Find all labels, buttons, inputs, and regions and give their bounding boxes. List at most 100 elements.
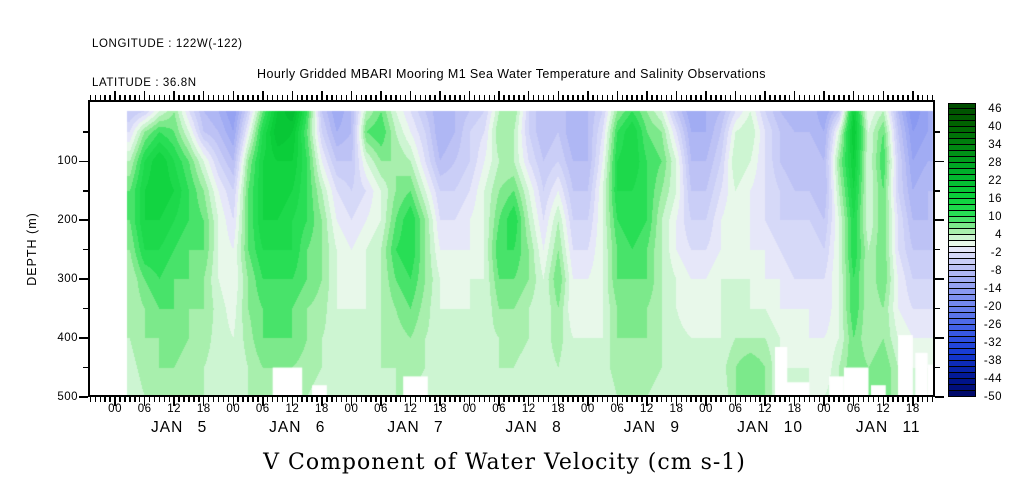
x-tick-bottom — [680, 397, 683, 402]
x-tick-top — [99, 95, 102, 100]
x-tick-bottom — [463, 397, 466, 402]
x-tick-top — [271, 95, 274, 100]
x-tick-bottom — [862, 397, 865, 402]
x-tick-bottom — [877, 397, 880, 402]
x-tick-bottom — [473, 397, 476, 402]
x-day-label: JAN 7 — [387, 419, 444, 436]
x-tick-top — [547, 95, 550, 100]
colorbar-label: -32 — [983, 337, 1002, 349]
x-tick-top — [784, 95, 786, 100]
x-tick-top — [907, 95, 909, 100]
x-tick-top — [626, 95, 628, 100]
x-tick-top — [611, 95, 614, 100]
x-tick-top — [242, 95, 244, 100]
x-tick-bottom — [729, 397, 732, 402]
x-tick-bottom — [331, 397, 333, 402]
x-tick-bottom — [483, 397, 486, 402]
y-tick-right — [935, 366, 940, 369]
colorbar-label: 4 — [995, 229, 1002, 241]
x-tick-top — [764, 91, 766, 100]
x-hour-label: 06 — [492, 403, 507, 415]
x-tick-top — [527, 91, 530, 100]
x-tick-top — [532, 95, 535, 100]
x-tick-top — [104, 95, 106, 100]
x-tick-top — [463, 95, 466, 100]
y-tick-label: 100 — [57, 155, 78, 168]
x-tick-top — [281, 95, 284, 100]
y-tick-right — [935, 190, 940, 192]
x-hour-label: 18 — [787, 403, 802, 415]
x-tick-top — [621, 95, 624, 100]
x-tick-top — [700, 95, 702, 100]
x-tick-top — [641, 95, 643, 100]
x-tick-top — [587, 91, 589, 100]
x-tick-top — [843, 95, 845, 100]
x-tick-top — [931, 95, 934, 100]
x-tick-bottom — [434, 397, 436, 402]
x-tick-bottom — [582, 397, 584, 402]
x-tick-top — [921, 95, 924, 100]
x-tick-bottom — [892, 397, 894, 402]
x-tick-top — [769, 95, 771, 100]
x-tick-top — [153, 95, 156, 100]
x-tick-top — [710, 95, 712, 100]
x-tick-top — [852, 91, 855, 100]
x-tick-top — [473, 95, 476, 100]
x-hour-label: 12 — [758, 403, 772, 415]
x-tick-bottom — [419, 397, 422, 402]
x-tick-bottom — [705, 397, 707, 406]
x-tick-bottom — [134, 397, 136, 402]
x-tick-bottom — [143, 397, 146, 406]
x-hour-label: 12 — [285, 403, 300, 415]
x-tick-bottom — [202, 397, 205, 406]
x-tick-top — [89, 95, 92, 100]
colorbar-label: 28 — [988, 157, 1002, 169]
x-hour-label: 00 — [226, 403, 241, 415]
x-tick-top — [291, 91, 294, 100]
x-tick-top — [917, 95, 919, 100]
x-tick-top — [414, 95, 417, 100]
x-tick-bottom — [611, 397, 614, 402]
y-tick-right — [935, 248, 940, 251]
x-tick-top — [754, 95, 756, 100]
y-tick-left — [83, 190, 88, 192]
x-tick-bottom — [700, 397, 702, 402]
x-tick-top — [237, 95, 239, 100]
x-tick-bottom — [148, 397, 151, 402]
x-tick-bottom — [848, 397, 850, 402]
x-tick-bottom — [572, 397, 574, 402]
x-tick-bottom — [355, 397, 358, 402]
x-tick-top — [833, 95, 835, 100]
x-tick-top — [212, 95, 215, 100]
x-tick-bottom — [710, 397, 712, 402]
y-tick-label: 500 — [57, 391, 78, 403]
y-tick-left — [83, 131, 88, 133]
x-tick-top — [734, 91, 737, 100]
x-tick-bottom — [124, 397, 126, 402]
x-tick-top — [744, 95, 747, 100]
x-tick-top — [468, 91, 471, 100]
x-hour-label: 12 — [876, 403, 891, 415]
x-day-label: JAN 11 — [855, 419, 921, 436]
x-tick-top — [828, 95, 830, 100]
x-tick-top — [577, 95, 579, 100]
x-tick-top — [567, 95, 569, 100]
x-tick-bottom — [818, 397, 821, 402]
x-hour-label: 12 — [521, 403, 536, 415]
x-tick-top — [503, 95, 505, 100]
x-tick-bottom — [690, 397, 692, 402]
x-tick-top — [365, 95, 367, 100]
x-tick-top — [188, 95, 190, 100]
x-tick-bottom — [360, 397, 363, 402]
x-tick-top — [537, 95, 540, 100]
x-tick-bottom — [424, 397, 427, 402]
x-tick-top — [335, 95, 338, 100]
x-tick-bottom — [907, 397, 909, 402]
x-tick-top — [375, 95, 377, 100]
x-tick-bottom — [271, 397, 274, 402]
x-tick-bottom — [527, 397, 530, 406]
x-tick-bottom — [852, 397, 855, 406]
x-tick-bottom — [784, 397, 786, 402]
x-hour-label: 12 — [167, 403, 182, 415]
x-tick-bottom — [606, 397, 609, 402]
